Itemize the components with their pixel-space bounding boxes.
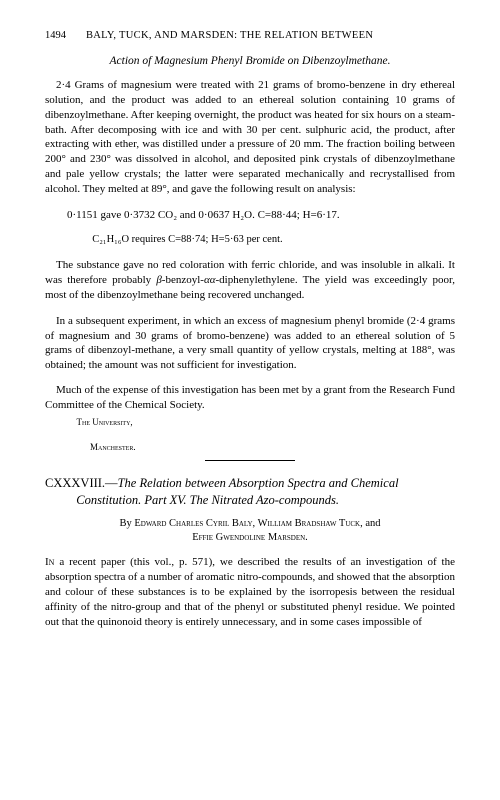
page-container: 1494 BALY, TUCK, AND MARSDEN: THE RELATI… <box>0 0 500 652</box>
authors-names-1: Edward Charles Cyril Baly, William Brads… <box>134 518 362 529</box>
authors-and: and <box>363 518 381 529</box>
section-title: Action of Magnesium Phenyl Bromide on Di… <box>45 55 455 67</box>
article-title: CXXXVIII.—The Relation between Absorptio… <box>45 475 455 509</box>
para2-alpha: αα <box>204 274 216 286</box>
article-number: CXXXVIII.— <box>45 476 118 490</box>
affiliation-line1: The University, <box>45 417 455 428</box>
para5-body: a recent paper (this vol., p. 571), we d… <box>45 556 455 627</box>
analysis-result-line: 0·1151 gave 0·3732 CO₂ and 0·0637 H₂O. C… <box>45 208 455 223</box>
authors: By Edward Charles Cyril Baly, William Br… <box>45 517 455 544</box>
authors-names-2: Effie Gwendoline Marsden. <box>192 532 308 543</box>
paragraph-1: 2·4 Grams of magnesium were treated with… <box>45 78 455 197</box>
acknowledgement: Much of the expense of this investigatio… <box>45 383 455 413</box>
authors-by: By <box>119 518 134 529</box>
requires-line: C₂₁H₁₆O requires C=88·74; H=5·63 per cen… <box>45 233 455 247</box>
article-title-text: The Relation between Absorption Spectra … <box>76 476 398 507</box>
page-header: 1494 BALY, TUCK, AND MARSDEN: THE RELATI… <box>45 30 455 41</box>
paragraph-2: The substance gave no red coloration wit… <box>45 258 455 303</box>
section-divider <box>205 460 295 461</box>
page-number: 1494 <box>45 30 66 41</box>
affiliation-line2: Manchester. <box>45 442 455 453</box>
paragraph-3: In a subsequent experiment, in which an … <box>45 314 455 373</box>
running-head: BALY, TUCK, AND MARSDEN: THE RELATION BE… <box>86 30 373 41</box>
para2-c: -benzoyl- <box>162 274 204 286</box>
paragraph-5: In a recent paper (this vol., p. 571), w… <box>45 555 455 629</box>
